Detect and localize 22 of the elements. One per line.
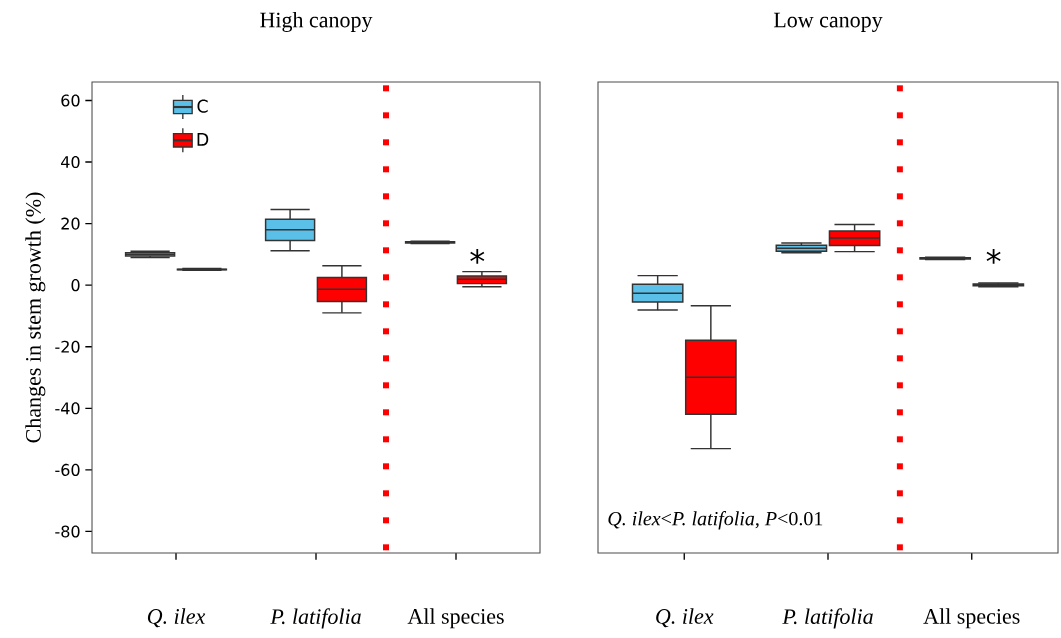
y-tick-label: 20 (61, 217, 80, 230)
annotation: Q. ilex<P. latifolia, P<0.01 (608, 511, 823, 530)
annotation: * (986, 249, 1001, 264)
x-tick-label: Q. ilex (656, 608, 714, 628)
y-tick-label: -20 (55, 340, 80, 353)
chart-title: High canopy (260, 11, 373, 32)
y-tick-label: -40 (55, 402, 80, 415)
y-tick-label: -80 (55, 525, 80, 538)
y-tick-label: 40 (61, 155, 80, 169)
y-axis-title: Changes in stem growth (%) (25, 192, 46, 443)
x-tick-label: P. latifolia (270, 608, 361, 629)
x-tick-label: All species (923, 608, 1020, 629)
x-tick-label: All species (407, 608, 504, 629)
legend-label: D (197, 133, 209, 146)
legend-label: C (197, 99, 208, 113)
chart-title: Low canopy (773, 12, 883, 32)
annotation: * (470, 249, 485, 264)
y-tick-label: -60 (55, 463, 80, 476)
y-tick-label: 60 (61, 94, 80, 107)
x-tick-label: P. latifolia (782, 608, 873, 629)
y-tick-label: 0 (71, 279, 80, 292)
x-tick-label: Q. ilex (147, 608, 206, 628)
